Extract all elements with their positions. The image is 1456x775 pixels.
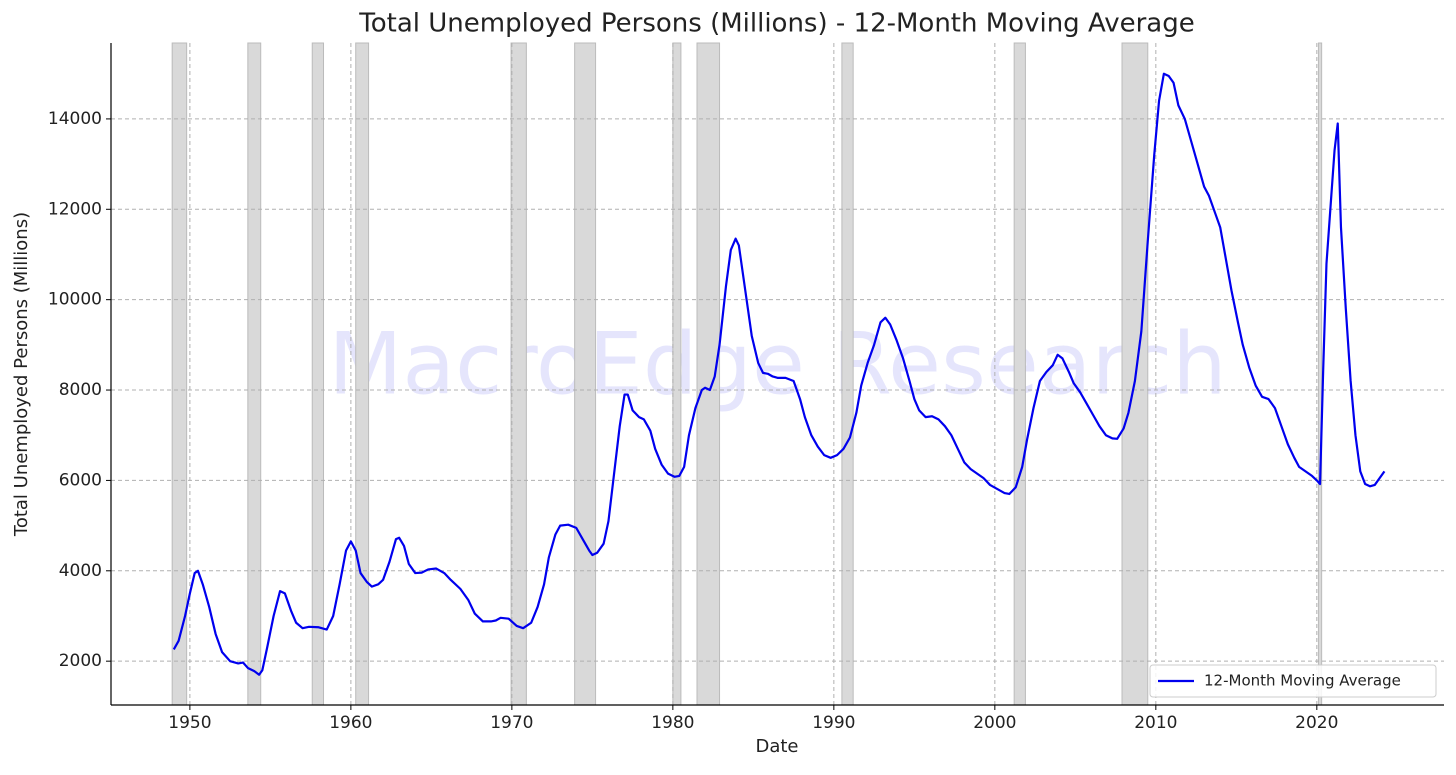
y-tick-label: 4000 xyxy=(59,561,102,581)
chart-title: Total Unemployed Persons (Millions) - 12… xyxy=(358,9,1194,39)
plot-background: MacroEdge Research xyxy=(111,42,1444,706)
x-tick-label: 1950 xyxy=(168,713,211,733)
recession-band xyxy=(355,42,370,706)
recession-band xyxy=(1013,42,1026,706)
x-tick-label: 2000 xyxy=(973,713,1016,733)
y-tick-label: 2000 xyxy=(59,651,102,671)
recession-band xyxy=(841,42,854,706)
legend-label: 12-Month Moving Average xyxy=(1204,672,1401,690)
recession-band xyxy=(1317,42,1323,706)
x-tick-label: 1960 xyxy=(329,713,372,733)
watermark: MacroEdge Research xyxy=(328,314,1227,414)
recession-band xyxy=(510,42,527,706)
y-axis-label: Total Unemployed Persons (Millions) xyxy=(11,212,32,537)
recession-band xyxy=(574,42,597,706)
x-tick-label: 1990 xyxy=(812,713,855,733)
data-line xyxy=(172,72,1386,676)
x-tick-label: 1980 xyxy=(651,713,694,733)
x-tick-label: 1970 xyxy=(490,713,533,733)
x-axis-label: Date xyxy=(755,736,798,757)
legend-box xyxy=(1149,664,1437,698)
recession-band xyxy=(672,42,682,706)
recession-band xyxy=(311,42,325,706)
x-tick-label: 2010 xyxy=(1134,713,1177,733)
y-tick-label: 8000 xyxy=(59,380,102,400)
y-tick-label: 6000 xyxy=(59,470,102,490)
y-tick-label: 10000 xyxy=(48,290,102,310)
y-tick-label: 14000 xyxy=(48,109,102,129)
recession-band xyxy=(247,42,262,706)
x-tick-label: 2020 xyxy=(1295,713,1338,733)
y-tick-label: 12000 xyxy=(48,199,102,219)
recession-band xyxy=(171,42,188,706)
